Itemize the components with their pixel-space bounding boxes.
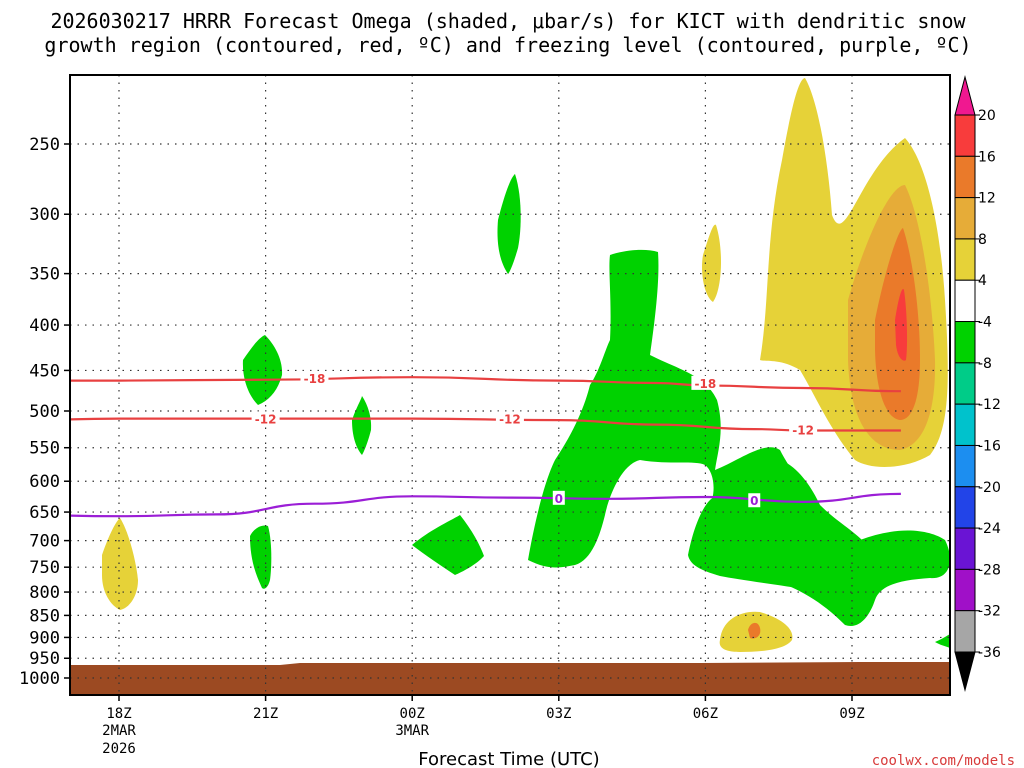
colorbar-swatch-7 bbox=[954, 403, 976, 446]
y-tick-label-600: 600 bbox=[29, 472, 60, 492]
y-tick-label-400: 400 bbox=[29, 316, 60, 336]
colorbar-label-4: 4 bbox=[978, 273, 987, 289]
x-tick-label-06Z: 06Z bbox=[693, 706, 718, 722]
y-tick-label-500: 500 bbox=[29, 402, 60, 422]
plot-area: -18 -18 -12 -12 -12 0 0 bbox=[70, 75, 950, 695]
colorbar-swatch-6 bbox=[954, 362, 976, 405]
chart-title-line2: growth region (contoured, red, ºC) and f… bbox=[44, 33, 971, 57]
colorbar-label-1: 16 bbox=[978, 149, 996, 165]
contour-label-1-2: -12 bbox=[792, 424, 814, 438]
colorbar-label-6: -8 bbox=[978, 356, 992, 372]
x-tick-date-18Z: 2MAR bbox=[102, 723, 136, 739]
colorbar-swatch-1 bbox=[954, 155, 976, 199]
colorbar-label-3: 8 bbox=[978, 232, 987, 248]
contour-label-0-1: -18 bbox=[695, 377, 717, 391]
y-axis: 2503003504004505005506006507007508008509… bbox=[19, 135, 70, 689]
contour-label-bg-1-1 bbox=[495, 411, 524, 426]
plot-frame bbox=[69, 74, 951, 696]
y-tick-label-250: 250 bbox=[29, 135, 60, 155]
colorbar-swatch-11 bbox=[954, 568, 976, 612]
colorbar-label-11: -28 bbox=[978, 562, 1001, 578]
contour-line-0 bbox=[70, 376, 901, 393]
contour-label-1-1: -12 bbox=[499, 412, 521, 426]
y-tick-label-700: 700 bbox=[29, 532, 60, 552]
colorbar-swatch-10 bbox=[954, 527, 976, 570]
contour-label-bg-2-1 bbox=[748, 493, 761, 508]
colorbar-label-10: -24 bbox=[978, 521, 1001, 537]
colorbar-swatch-2 bbox=[954, 197, 976, 240]
colorbar-swatch-5 bbox=[954, 321, 976, 364]
colorbar-swatch-9 bbox=[954, 486, 976, 529]
x-tick-label-21Z: 21Z bbox=[253, 706, 278, 722]
y-tick-label-650: 650 bbox=[29, 503, 60, 523]
colorbar-label-13: -36 bbox=[978, 645, 1001, 661]
shade-yellow-small-0630z bbox=[702, 224, 722, 302]
colorbar-swatch-3 bbox=[954, 238, 976, 281]
contour-label-bg-2-0 bbox=[552, 490, 565, 505]
contour-label-bg-0-0 bbox=[300, 370, 329, 385]
colorbar-bottom-triangle bbox=[954, 651, 976, 692]
colorbar-label-12: -32 bbox=[978, 604, 1001, 620]
shade-orange-lowlevel-07z bbox=[748, 622, 761, 639]
contour-lines: -18 -18 -12 -12 -12 0 0 bbox=[70, 370, 901, 518]
y-tick-label-450: 450 bbox=[29, 361, 60, 381]
shade-yellow-18z-lowlevel bbox=[102, 518, 138, 610]
colorbar-swatch-0 bbox=[954, 114, 976, 157]
x-tick-label-09Z: 09Z bbox=[839, 706, 864, 722]
x-tick-label-00Z: 00Z bbox=[400, 706, 425, 722]
y-tick-label-350: 350 bbox=[29, 265, 60, 285]
colorbar-top-triangle bbox=[954, 75, 976, 116]
colorbar-label-8: -16 bbox=[978, 438, 1001, 454]
colorbar-label-5: -4 bbox=[978, 315, 992, 331]
y-tick-label-550: 550 bbox=[29, 439, 60, 459]
contour-label-bg-0-1 bbox=[691, 375, 720, 390]
shade-green-21z-upper bbox=[242, 335, 283, 405]
colorbar-swatch-4 bbox=[954, 279, 976, 323]
shade-green-edge-1z bbox=[935, 634, 950, 648]
colorbar: 20 16 12 8 4 -4 -8 -12 -16 -20 -24 -28 -32 -36 bbox=[954, 75, 1001, 692]
x-tick-date-00Z: 3MAR bbox=[395, 723, 429, 739]
x-axis-label: Forecast Time (UTC) bbox=[418, 749, 599, 768]
terrain-surface bbox=[70, 662, 950, 695]
y-tick-label-750: 750 bbox=[29, 558, 60, 578]
y-tick-label-850: 850 bbox=[29, 606, 60, 626]
shade-green-9z-small bbox=[497, 174, 521, 274]
contour-label-0-0: -18 bbox=[304, 372, 326, 386]
colorbar-label-9: -20 bbox=[978, 480, 1001, 496]
y-tick-label-1000: 1000 bbox=[19, 669, 60, 689]
y-tick-label-800: 800 bbox=[29, 583, 60, 603]
x-tick-label-18Z: 18Z bbox=[106, 706, 131, 722]
shade-green-mid-08z bbox=[412, 515, 484, 575]
colorbar-label-0: 20 bbox=[978, 108, 996, 124]
y-tick-label-300: 300 bbox=[29, 205, 60, 225]
contour-label-2-1: 0 bbox=[750, 494, 758, 508]
y-tick-label-900: 900 bbox=[29, 628, 60, 648]
colorbar-swatch-8 bbox=[954, 444, 976, 488]
shade-green-2230z bbox=[352, 396, 372, 455]
colorbar-swatch-12 bbox=[954, 610, 976, 653]
contour-label-bg-1-2 bbox=[789, 422, 818, 437]
contour-label-bg-1-0 bbox=[251, 411, 280, 426]
x-tick-label-03Z: 03Z bbox=[546, 706, 571, 722]
colorbar-label-7: -12 bbox=[978, 397, 1001, 413]
y-tick-label-950: 950 bbox=[29, 649, 60, 669]
credit-link[interactable]: coolwx.com/models bbox=[872, 753, 1015, 768]
colorbar-label-2: 12 bbox=[978, 191, 996, 207]
contour-label-2-0: 0 bbox=[555, 492, 563, 506]
x-tick-year-18Z: 2026 bbox=[102, 741, 136, 757]
chart-title-line1: 2026030217 HRRR Forecast Omega (shaded, … bbox=[50, 9, 966, 33]
contour-label-1-0: -12 bbox=[255, 412, 277, 426]
shade-red-core bbox=[895, 289, 908, 361]
